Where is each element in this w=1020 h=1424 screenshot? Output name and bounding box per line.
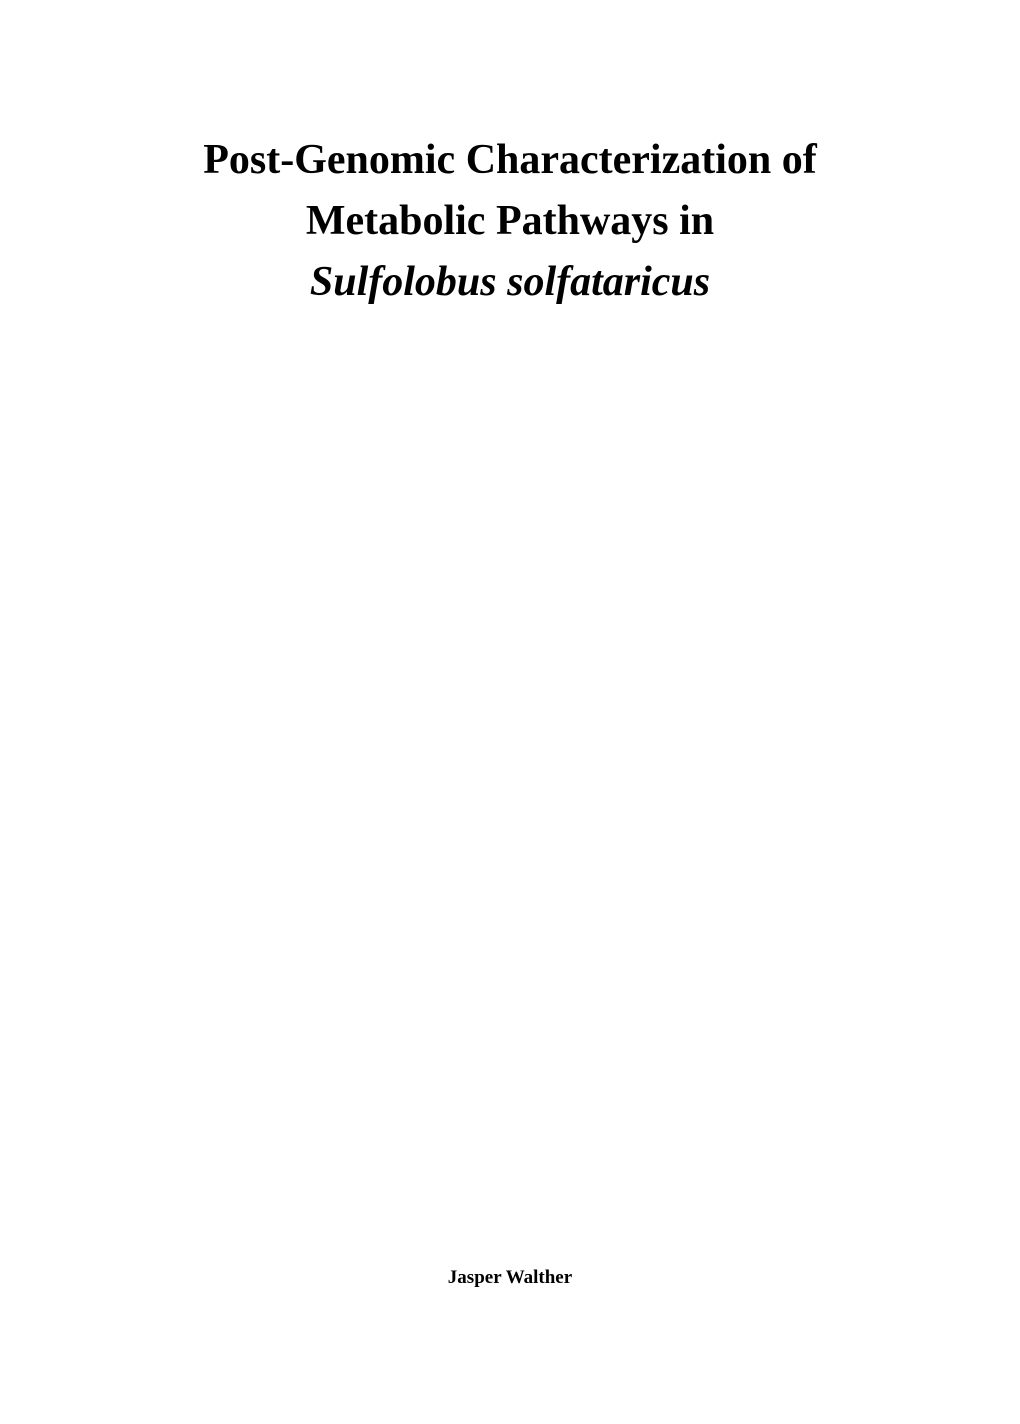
- author-name: Jasper Walther: [0, 1267, 1020, 1289]
- title-line-1: Post-Genomic Characterization of: [110, 130, 910, 191]
- paper-title: Post-Genomic Characterization of Metabol…: [110, 130, 910, 313]
- title-line-3-species: Sulfolobus solfataricus: [110, 252, 910, 313]
- title-line-2: Metabolic Pathways in: [110, 191, 910, 252]
- title-page: Post-Genomic Characterization of Metabol…: [0, 0, 1020, 1424]
